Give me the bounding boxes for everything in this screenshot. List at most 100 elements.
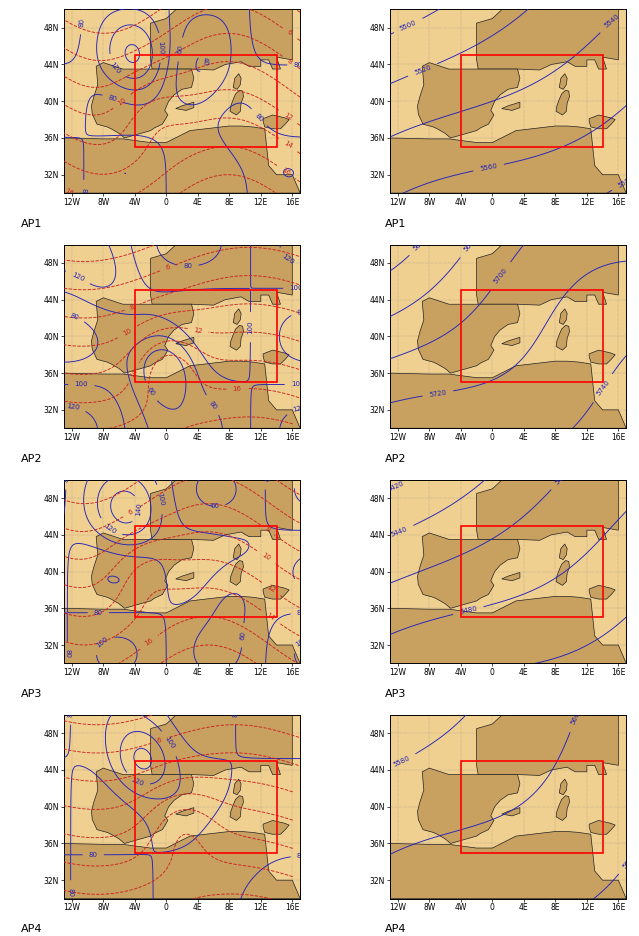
Polygon shape (263, 821, 289, 834)
Text: 100: 100 (247, 320, 254, 334)
Text: 80: 80 (183, 263, 192, 270)
Polygon shape (263, 115, 289, 129)
Text: 12: 12 (193, 327, 203, 334)
Text: 40: 40 (202, 56, 208, 66)
Text: 5580: 5580 (617, 175, 635, 189)
Text: 6: 6 (127, 509, 134, 516)
Polygon shape (589, 585, 615, 599)
Text: 16: 16 (298, 876, 308, 884)
Text: AP3: AP3 (385, 689, 406, 699)
Text: 100: 100 (291, 382, 305, 388)
Text: 4: 4 (265, 470, 272, 477)
Text: 5440: 5440 (390, 526, 408, 538)
Polygon shape (176, 337, 194, 345)
Text: 120: 120 (130, 776, 144, 787)
Text: AP1: AP1 (385, 219, 406, 228)
Text: 100: 100 (289, 285, 303, 291)
Text: 5740: 5740 (595, 379, 610, 397)
Text: 14: 14 (129, 368, 139, 378)
Polygon shape (502, 808, 520, 816)
Text: 80: 80 (296, 308, 306, 315)
Text: 5680: 5680 (463, 235, 479, 253)
Polygon shape (502, 337, 520, 345)
Text: 4: 4 (162, 708, 167, 715)
Polygon shape (417, 63, 520, 138)
Text: 5500: 5500 (399, 20, 418, 32)
Polygon shape (176, 808, 194, 816)
Text: 60: 60 (145, 387, 155, 397)
Text: 5420: 5420 (387, 480, 405, 492)
Polygon shape (233, 544, 241, 560)
Text: 18: 18 (260, 665, 271, 675)
Polygon shape (417, 298, 520, 373)
Text: 12: 12 (298, 819, 308, 827)
Text: 5580: 5580 (392, 755, 411, 768)
Text: 4: 4 (163, 237, 169, 244)
Polygon shape (233, 74, 241, 89)
Text: 80: 80 (293, 62, 302, 68)
Polygon shape (263, 585, 289, 599)
Polygon shape (390, 126, 626, 193)
Text: 100: 100 (294, 635, 309, 648)
Text: 4: 4 (287, 2, 294, 9)
Text: 100: 100 (164, 736, 176, 751)
Text: 4: 4 (302, 708, 307, 714)
Text: 120: 120 (109, 61, 122, 75)
Text: 6: 6 (286, 29, 293, 37)
Bar (135, 761, 277, 853)
Polygon shape (417, 533, 520, 608)
Text: 5720: 5720 (429, 389, 447, 398)
Text: 80: 80 (63, 473, 70, 482)
Polygon shape (556, 326, 569, 350)
Text: 80: 80 (89, 852, 98, 857)
Polygon shape (91, 533, 194, 608)
Polygon shape (502, 102, 520, 110)
Polygon shape (589, 115, 615, 129)
Polygon shape (477, 235, 619, 305)
Polygon shape (589, 821, 615, 834)
Polygon shape (233, 779, 241, 795)
Polygon shape (91, 63, 194, 138)
Polygon shape (559, 544, 567, 560)
Polygon shape (559, 74, 567, 89)
Text: 80: 80 (262, 473, 268, 482)
Text: 8: 8 (304, 765, 309, 771)
Text: 18: 18 (298, 423, 308, 431)
Text: 16: 16 (144, 637, 155, 648)
Polygon shape (64, 831, 300, 899)
Text: 60: 60 (298, 582, 308, 591)
Text: 120: 120 (103, 522, 118, 535)
Text: 80: 80 (65, 650, 70, 658)
Text: 14: 14 (282, 140, 293, 150)
Text: 80: 80 (107, 95, 118, 103)
Polygon shape (390, 831, 626, 899)
Text: AP2: AP2 (21, 454, 43, 464)
Polygon shape (263, 350, 289, 364)
Bar (461, 526, 603, 618)
Polygon shape (502, 573, 520, 580)
Text: AP1: AP1 (21, 219, 43, 228)
Polygon shape (91, 768, 194, 843)
Text: 2: 2 (87, 0, 93, 7)
Text: 80: 80 (208, 400, 218, 411)
Text: 80: 80 (254, 112, 265, 123)
Text: AP4: AP4 (385, 924, 407, 934)
Text: 60: 60 (240, 631, 246, 640)
Polygon shape (477, 471, 619, 540)
Text: 14: 14 (265, 611, 275, 622)
Polygon shape (64, 596, 300, 664)
Polygon shape (151, 0, 292, 70)
Text: 10: 10 (116, 96, 127, 107)
Polygon shape (559, 309, 567, 325)
Text: 18: 18 (291, 902, 302, 910)
Polygon shape (556, 561, 569, 585)
Polygon shape (64, 126, 300, 193)
Text: 12: 12 (265, 584, 276, 593)
Text: 80: 80 (94, 609, 103, 616)
Polygon shape (176, 573, 194, 580)
Polygon shape (477, 706, 619, 775)
Text: 80: 80 (296, 610, 306, 616)
Text: 100: 100 (75, 382, 88, 388)
Bar (135, 290, 277, 382)
Text: 5560: 5560 (479, 163, 498, 172)
